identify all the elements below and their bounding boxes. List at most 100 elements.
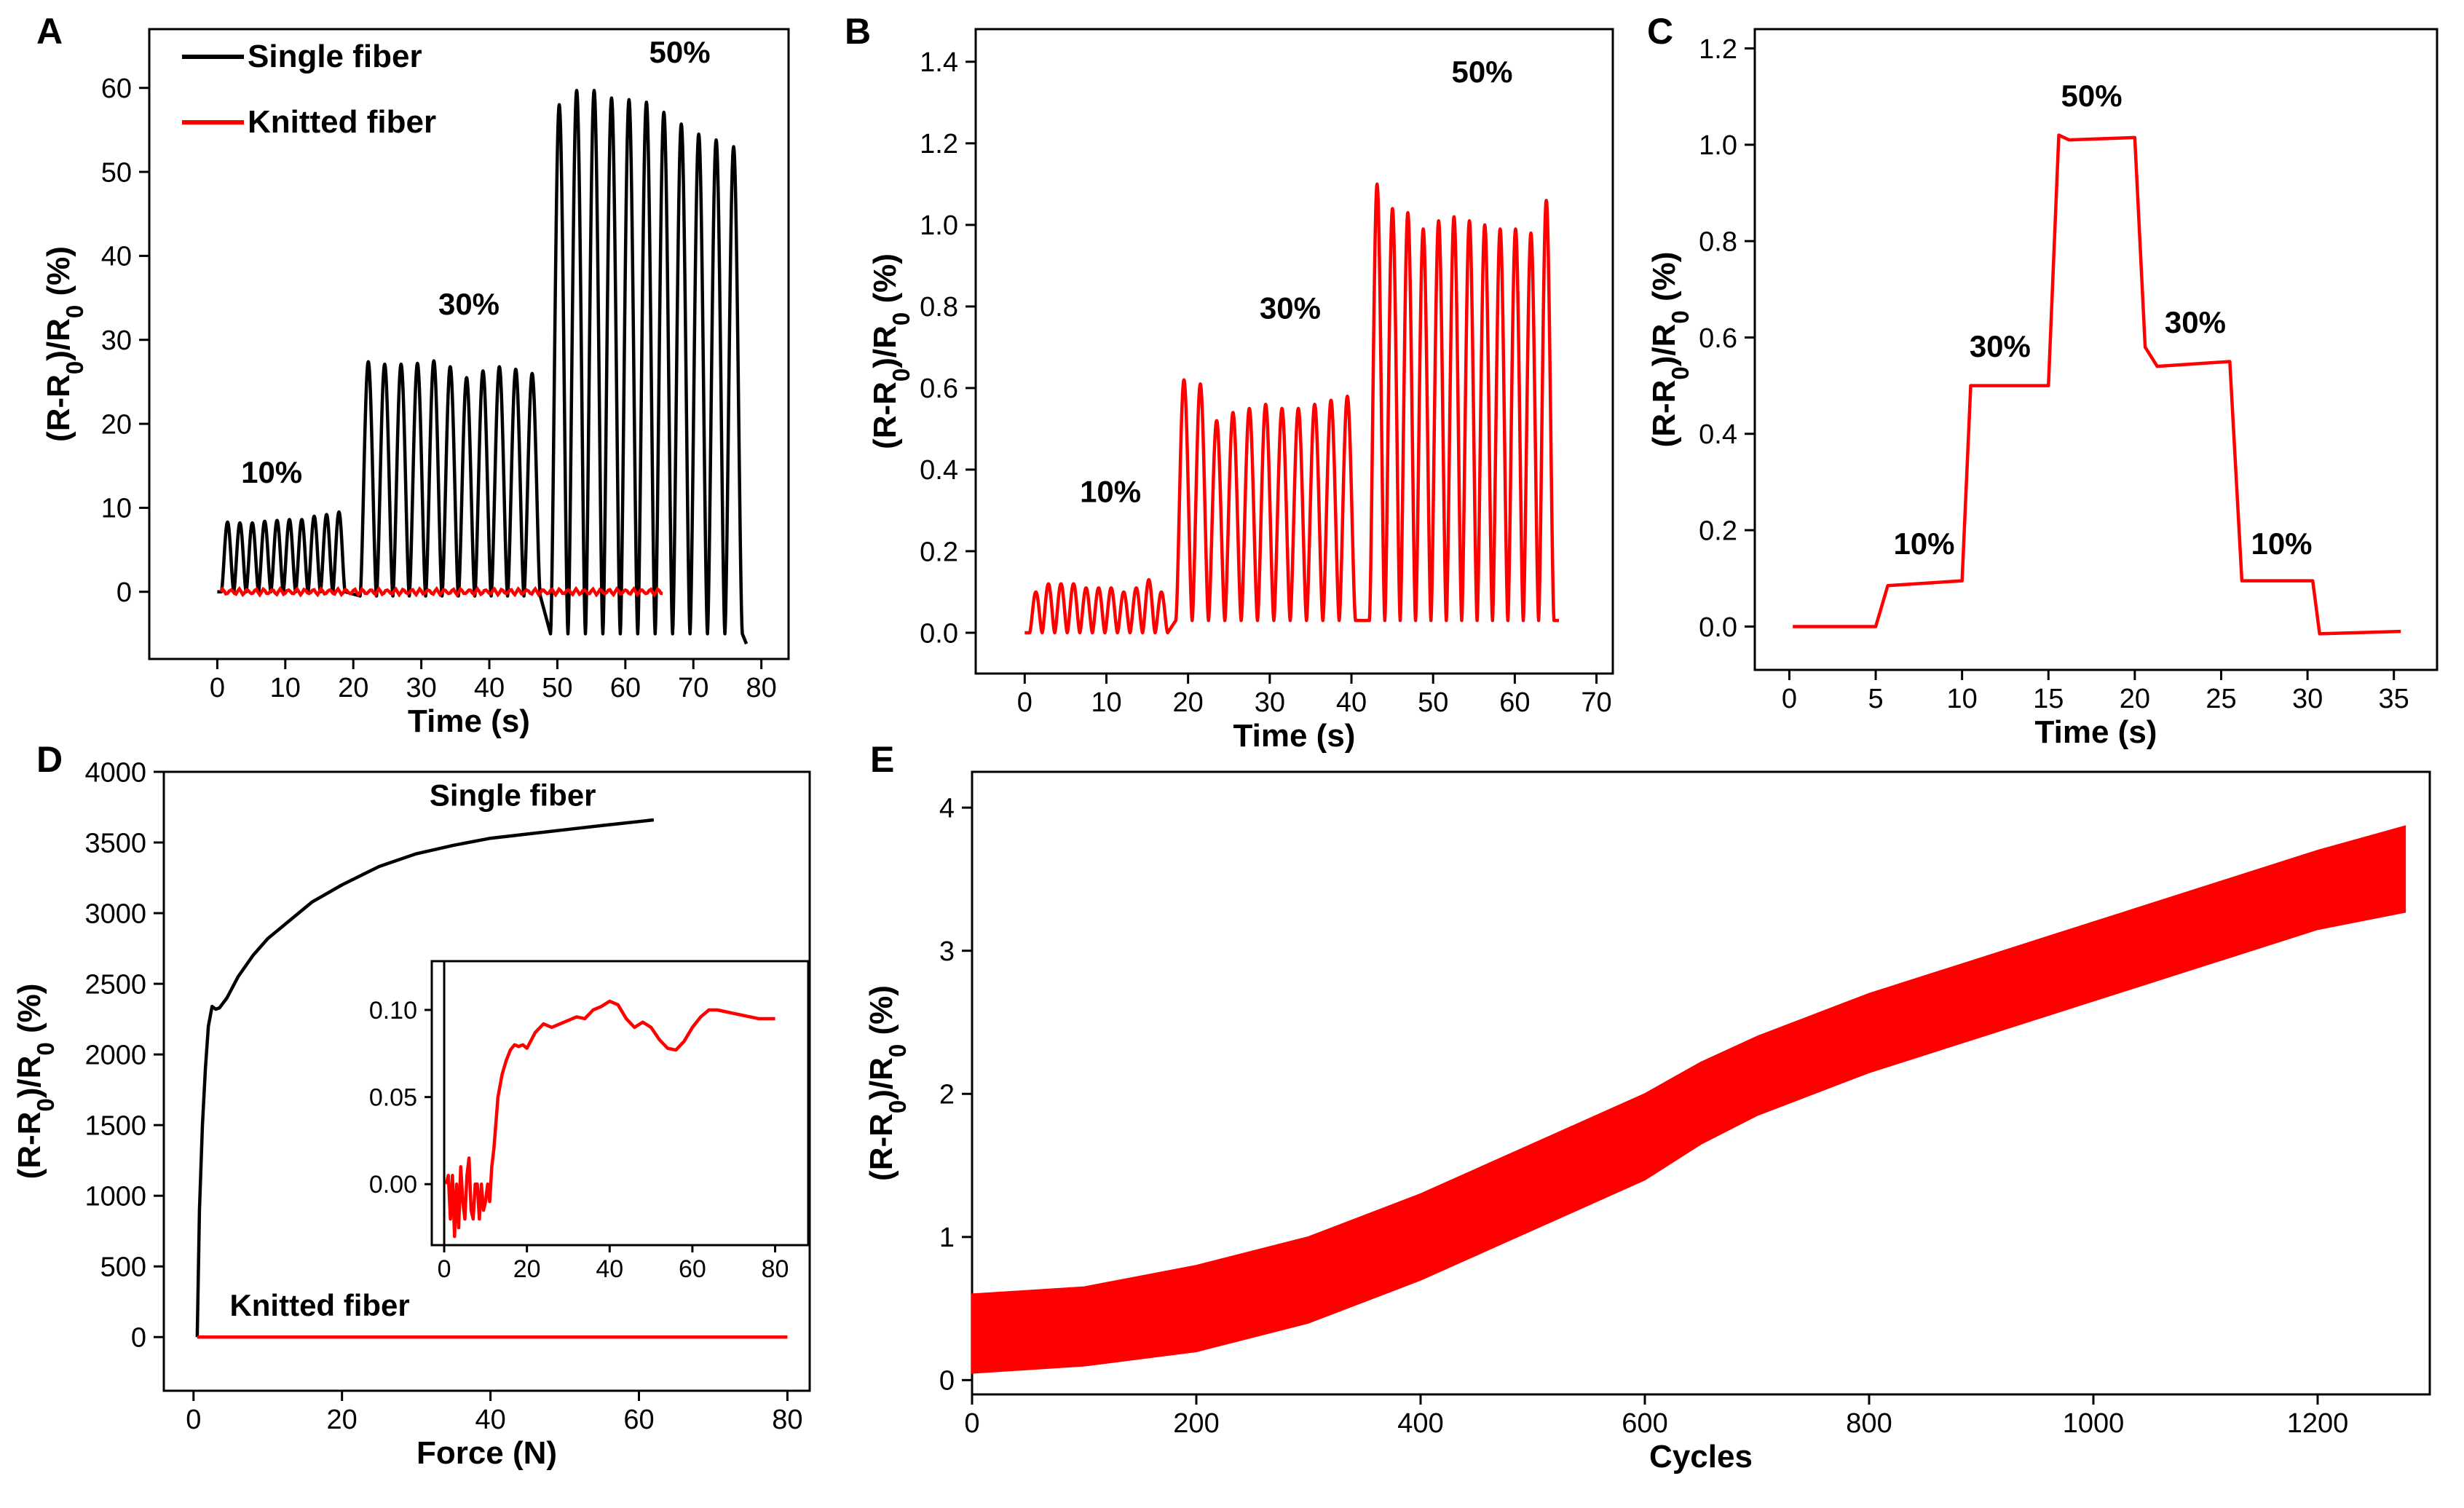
plot-frame xyxy=(1753,28,2439,671)
y-tick-label: 30 xyxy=(101,325,132,356)
panel-e: E 0 200 400 600 800 1000 1200 0 1 2 3 4 Cycles (R-R0)/… xyxy=(864,739,2431,1475)
annotation: 30% xyxy=(438,287,499,321)
legend-label: Knitted fiber xyxy=(248,104,436,140)
x-tick-label: 70 xyxy=(1581,687,1611,718)
x-tick-label: 80 xyxy=(772,1405,802,1435)
y-tick-label: 0.8 xyxy=(1699,226,1737,257)
y-axis-title: (R-R0)/R0 (%) xyxy=(864,985,911,1181)
y-tick-label: 0.10 xyxy=(369,997,417,1025)
annotation: 30% xyxy=(1260,291,1321,325)
series-knitted-fiber-line xyxy=(1793,133,2401,636)
x-tick-label: 10 xyxy=(1947,684,1978,714)
series-knitted-fiber-line xyxy=(1024,182,1559,635)
y-tick-label: 2500 xyxy=(84,969,146,1000)
x-tick-label: 20 xyxy=(338,673,368,703)
x-tick-label: 0 xyxy=(1782,684,1797,714)
x-axis-title: Time (s) xyxy=(408,703,530,739)
x-axis-title: Cycles xyxy=(1649,1439,1753,1475)
annotation: 30% xyxy=(1970,329,2031,363)
x-tick-label: 0 xyxy=(210,673,225,703)
y-tick-label: 3 xyxy=(939,936,955,967)
y-tick-label: 10 xyxy=(101,494,132,524)
x-tick-label: 20 xyxy=(1173,687,1204,718)
y-tick-label: 3000 xyxy=(84,899,146,929)
y-axis-title: (R-R0)/R0 (%) xyxy=(867,253,915,449)
x-tick-label: 60 xyxy=(1499,687,1530,718)
x-tick-label: 40 xyxy=(474,673,505,703)
y-tick-label: 1000 xyxy=(84,1181,146,1212)
panel-label: E xyxy=(870,739,894,780)
x-tick-label: 1000 xyxy=(2063,1408,2125,1439)
annotation: Single fiber xyxy=(430,778,596,813)
y-tick-label: 0 xyxy=(131,1323,146,1354)
annotation: 10% xyxy=(2251,526,2312,561)
y-tick-label: 1 xyxy=(939,1223,955,1253)
panel-d: D 0 20 40 60 80 0 500 1000 1500 2000 2500 3000 3500 40… xyxy=(12,739,811,1471)
annotation: Knitted fiber xyxy=(229,1288,409,1322)
y-axis-title: (R-R0)/R0 (%) xyxy=(41,246,88,442)
legend-label: Single fiber xyxy=(248,39,422,74)
inset: 0 20 40 60 80 0.00 0.05 0.10 xyxy=(369,960,810,1283)
plot-frame xyxy=(974,28,1614,675)
x-tick-label: 50 xyxy=(1418,687,1448,718)
x-tick-label: 0 xyxy=(964,1408,979,1439)
y-tick-label: 0.2 xyxy=(920,537,958,567)
series-knitted-fiber-line xyxy=(219,585,663,598)
series-single-fiber-line xyxy=(195,818,655,1338)
x-tick-label: 600 xyxy=(1622,1408,1667,1439)
plot-frame xyxy=(162,770,811,1392)
x-tick-label: 40 xyxy=(475,1405,505,1435)
annotation: 30% xyxy=(2165,305,2226,339)
series-knitted-fiber-line xyxy=(444,999,775,1239)
y-tick-label: 1.0 xyxy=(920,210,958,241)
y-tick-label: 0.6 xyxy=(1699,323,1737,354)
annotation: 50% xyxy=(1451,55,1512,89)
y-axis-title: (R-R0)/R0 (%) xyxy=(1646,252,1694,448)
x-tick-label: 20 xyxy=(513,1255,541,1283)
series-cycling-response-band xyxy=(971,825,2406,1374)
x-tick-label: 400 xyxy=(1397,1408,1443,1439)
panel-label: C xyxy=(1647,11,1673,52)
x-tick-label: 35 xyxy=(2379,684,2409,714)
panel-label: D xyxy=(36,739,63,780)
y-tick-label: 0 xyxy=(117,577,132,608)
x-tick-label: 30 xyxy=(1255,687,1285,718)
x-tick-label: 15 xyxy=(2033,684,2064,714)
series-single-fiber-line xyxy=(217,88,749,645)
x-tick-label: 30 xyxy=(406,673,436,703)
panel-label: B xyxy=(845,11,871,52)
x-axis-title: Force (N) xyxy=(416,1435,557,1471)
x-tick-label: 60 xyxy=(623,1405,654,1435)
y-tick-label: 20 xyxy=(101,409,132,440)
panel-c: C 0 5 10 15 20 25 30 35 0.0 0.2 0.4 0.6 0.8 1.0 1.2 Time… xyxy=(1646,11,2439,750)
x-tick-label: 200 xyxy=(1173,1408,1219,1439)
x-tick-label: 80 xyxy=(762,1255,789,1283)
x-tick-label: 60 xyxy=(610,673,641,703)
x-tick-label: 50 xyxy=(542,673,572,703)
annotation: 10% xyxy=(1893,526,1954,561)
y-tick-label: 0.8 xyxy=(920,292,958,323)
x-tick-label: 10 xyxy=(1091,687,1121,718)
x-axis-title: Time (s) xyxy=(2035,714,2157,750)
y-tick-label: 1.2 xyxy=(920,129,958,159)
x-tick-label: 800 xyxy=(1846,1408,1892,1439)
x-tick-label: 70 xyxy=(678,673,708,703)
x-tick-label: 0 xyxy=(186,1405,201,1435)
x-tick-label: 40 xyxy=(596,1255,623,1283)
y-tick-label: 50 xyxy=(101,157,132,188)
y-tick-label: 500 xyxy=(100,1252,146,1283)
y-tick-label: 0.05 xyxy=(369,1084,417,1112)
y-tick-label: 0.0 xyxy=(920,618,958,649)
x-tick-label: 0 xyxy=(1017,687,1032,718)
y-tick-label: 0.4 xyxy=(920,455,958,486)
y-tick-label: 4 xyxy=(939,793,955,824)
y-tick-label: 0 xyxy=(939,1366,955,1397)
panel-a: A 0 10 20 30 40 50 60 70 80 0 10 20 30 40 50 60 Time (s) (… xyxy=(36,11,790,739)
plot-frame xyxy=(430,960,810,1247)
panel-b: B 0 10 20 30 40 50 60 70 0.0 0.2 0.4 0.6 0.8 1.0 1.2 1.4… xyxy=(845,11,1614,754)
x-tick-label: 40 xyxy=(1336,687,1367,718)
y-tick-label: 60 xyxy=(101,74,132,104)
y-tick-label: 0.2 xyxy=(1699,516,1737,546)
x-tick-label: 10 xyxy=(270,673,301,703)
